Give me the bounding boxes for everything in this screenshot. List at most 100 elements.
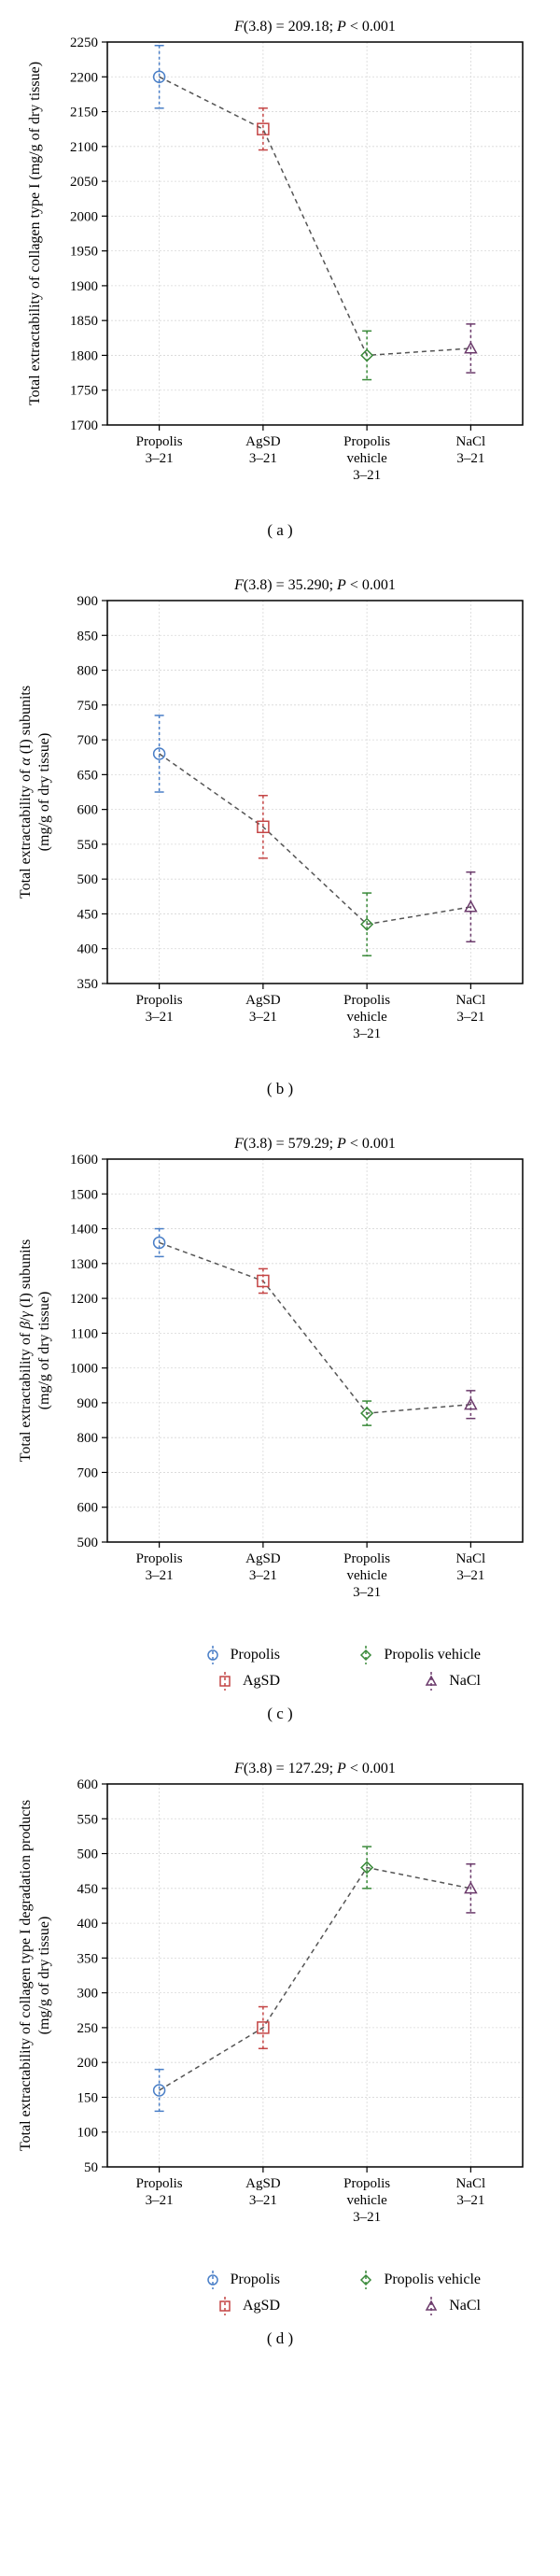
- svg-text:(mg/g of dry tissue): (mg/g of dry tissue): [36, 1917, 52, 2035]
- svg-text:Propolis: Propolis: [343, 2176, 390, 2191]
- chart-d: 50100150200250300350400450500550600Propo…: [19, 1751, 541, 2256]
- legend-label: Propolis vehicle: [384, 2272, 481, 2288]
- legend-label: NaCl: [449, 1673, 481, 1690]
- propolis-icon: [203, 2270, 223, 2290]
- chart-a: 1700175018001850190019502000205021002150…: [19, 9, 541, 514]
- legend-item-propolis: Propolis: [79, 1645, 280, 1665]
- svg-text:AgSD: AgSD: [245, 1551, 281, 1566]
- svg-text:AgSD: AgSD: [245, 2176, 281, 2191]
- svg-text:Propolis: Propolis: [136, 993, 183, 1008]
- svg-text:1400: 1400: [70, 1223, 98, 1238]
- nacl-icon: [421, 2296, 441, 2316]
- svg-text:vehicle: vehicle: [346, 1010, 387, 1025]
- svg-text:2250: 2250: [70, 35, 98, 50]
- legend-label: Propolis: [231, 2272, 280, 2288]
- svg-text:450: 450: [77, 1882, 99, 1897]
- svg-text:1700: 1700: [70, 418, 98, 433]
- svg-text:800: 800: [77, 664, 99, 679]
- svg-text:3–21: 3–21: [146, 451, 174, 466]
- svg-text:200: 200: [77, 2056, 99, 2071]
- svg-text:vehicle: vehicle: [346, 451, 387, 466]
- svg-text:2100: 2100: [70, 140, 98, 155]
- svg-text:1500: 1500: [70, 1187, 98, 1202]
- legend-label: NaCl: [449, 2298, 481, 2314]
- legend-label: AgSD: [243, 2298, 280, 2314]
- nacl-icon: [421, 1671, 441, 1691]
- legend-item-propolis-vehicle: Propolis vehicle: [280, 1645, 481, 1665]
- svg-text:500: 500: [77, 872, 99, 887]
- svg-text:Total extractability of α (I): Total extractability of α (I) subunits: [19, 686, 34, 899]
- svg-text:1850: 1850: [70, 314, 98, 329]
- svg-text:1600: 1600: [70, 1153, 98, 1168]
- svg-text:400: 400: [77, 942, 99, 957]
- svg-text:650: 650: [77, 768, 99, 783]
- svg-text:3–21: 3–21: [353, 2210, 381, 2225]
- legend-item-agsd: AgSD: [79, 1671, 280, 1691]
- svg-text:Propolis: Propolis: [343, 993, 390, 1008]
- figure-container: 1700175018001850190019502000205021002150…: [9, 9, 551, 2348]
- svg-text:700: 700: [77, 1465, 99, 1480]
- svg-text:vehicle: vehicle: [346, 2193, 387, 2208]
- svg-text:1900: 1900: [70, 279, 98, 294]
- svg-text:2000: 2000: [70, 209, 98, 224]
- legend: Propolis Propolis vehicle AgSD NaCl: [79, 2270, 481, 2322]
- chart-c: 5006007008009001000110012001300140015001…: [19, 1126, 541, 1631]
- svg-text:3–21: 3–21: [456, 1568, 484, 1583]
- svg-text:250: 250: [77, 2021, 99, 2036]
- svg-text:Propolis: Propolis: [343, 434, 390, 449]
- svg-text:3–21: 3–21: [456, 2193, 484, 2208]
- svg-text:(mg/g of dry tissue): (mg/g of dry tissue): [36, 1292, 52, 1410]
- svg-text:400: 400: [77, 1917, 99, 1932]
- panel-b: 350400450500550600650700750800850900Prop…: [9, 568, 551, 1098]
- panel-label-d: ( d ): [9, 2329, 551, 2348]
- svg-text:500: 500: [77, 1847, 99, 1862]
- panel-label-c: ( c ): [9, 1705, 551, 1723]
- svg-text:1000: 1000: [70, 1362, 98, 1377]
- svg-text:1800: 1800: [70, 348, 98, 363]
- svg-text:AgSD: AgSD: [245, 434, 281, 449]
- svg-text:900: 900: [77, 594, 99, 609]
- legend-item-nacl: NaCl: [280, 1671, 481, 1691]
- svg-text:3–21: 3–21: [456, 1010, 484, 1025]
- svg-text:NaCl: NaCl: [456, 1551, 486, 1566]
- svg-text:2150: 2150: [70, 106, 98, 120]
- legend-item-nacl: NaCl: [280, 2296, 481, 2316]
- propolis-vehicle-icon: [356, 2270, 376, 2290]
- legend-item-propolis: Propolis: [79, 2270, 280, 2290]
- svg-text:vehicle: vehicle: [346, 1568, 387, 1583]
- svg-text:NaCl: NaCl: [456, 2176, 486, 2191]
- svg-text:850: 850: [77, 629, 99, 644]
- agsd-icon: [215, 1671, 235, 1691]
- svg-text:100: 100: [77, 2126, 99, 2141]
- svg-text:Total extractability of collag: Total extractability of collagen type I …: [19, 1800, 34, 2151]
- svg-text:550: 550: [77, 838, 99, 853]
- svg-text:AgSD: AgSD: [245, 993, 281, 1008]
- svg-text:3–21: 3–21: [146, 1568, 174, 1583]
- propolis-icon: [203, 1645, 223, 1665]
- svg-text:3–21: 3–21: [456, 451, 484, 466]
- legend-label: AgSD: [243, 1673, 280, 1690]
- svg-text:F(3.8) = 209.18; P < 0.001: F(3.8) = 209.18; P < 0.001: [233, 19, 396, 35]
- panel-label-b: ( b ): [9, 1080, 551, 1098]
- svg-text:3–21: 3–21: [353, 1026, 381, 1041]
- legend-item-propolis-vehicle: Propolis vehicle: [280, 2270, 481, 2290]
- panel-c: 5006007008009001000110012001300140015001…: [9, 1126, 551, 1723]
- svg-text:700: 700: [77, 733, 99, 748]
- svg-text:3–21: 3–21: [249, 451, 277, 466]
- svg-text:1200: 1200: [70, 1292, 98, 1307]
- svg-text:F(3.8) = 127.29; P < 0.001: F(3.8) = 127.29; P < 0.001: [233, 1761, 396, 1776]
- svg-text:750: 750: [77, 699, 99, 714]
- chart-b: 350400450500550600650700750800850900Prop…: [19, 568, 541, 1072]
- propolis-vehicle-icon: [356, 1645, 376, 1665]
- svg-text:3–21: 3–21: [249, 2193, 277, 2208]
- svg-text:150: 150: [77, 2090, 99, 2105]
- svg-text:3–21: 3–21: [146, 1010, 174, 1025]
- svg-text:Total extractability of β/γ (I: Total extractability of β/γ (I) subunits: [19, 1239, 34, 1462]
- svg-text:300: 300: [77, 1987, 99, 2002]
- svg-text:(mg/g of dry tissue): (mg/g of dry tissue): [36, 733, 52, 852]
- svg-text:600: 600: [77, 1501, 99, 1516]
- svg-text:600: 600: [77, 1777, 99, 1792]
- svg-text:900: 900: [77, 1396, 99, 1411]
- legend-item-agsd: AgSD: [79, 2296, 280, 2316]
- svg-text:500: 500: [77, 1536, 99, 1550]
